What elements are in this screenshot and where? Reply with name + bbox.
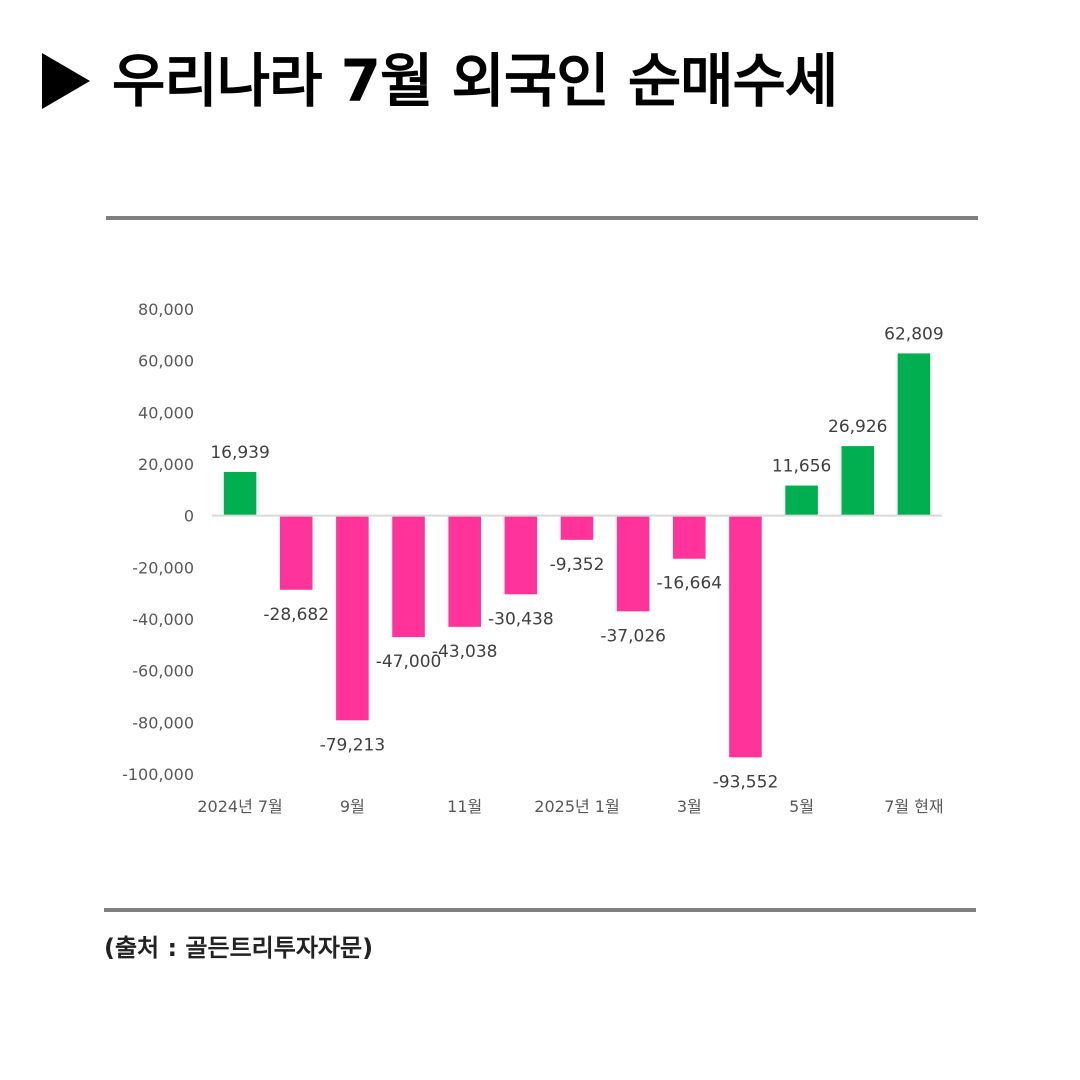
data-label: -9,352 [550,555,605,575]
x-tick-label: 7월 현재 [884,797,943,816]
data-label: -79,213 [320,735,386,755]
x-axis-ticks: 2024년 7월 9월 11월 2025년 1월 3월 5월 7월 현재 [197,797,943,816]
bar-1 [223,471,257,516]
data-label: -16,664 [656,574,722,594]
bar-9 [673,515,706,559]
play-triangle-icon [42,53,90,109]
y-tick-label: -20,000 [132,558,194,577]
bar-11 [785,485,818,516]
data-label: -43,038 [432,642,498,662]
data-label: 26,926 [828,417,887,437]
y-tick-label: -80,000 [132,713,194,732]
bar-6 [504,515,538,595]
y-tick-label: -40,000 [132,610,194,629]
y-tick-label: 60,000 [138,352,194,371]
bar-4 [392,515,425,638]
bar-2 [279,515,313,590]
y-tick-label: -60,000 [132,662,194,681]
bar-13 [897,353,931,516]
data-label: 62,809 [884,324,943,344]
data-label: -30,438 [488,609,554,629]
y-axis-ticks: 80,000 60,000 40,000 20,000 0 -20,000 -40,000 -… [122,300,194,784]
x-tick-label: 3월 [677,797,702,816]
data-label: 11,656 [772,457,831,477]
x-tick-label: 5월 [789,797,814,816]
data-label: -47,000 [376,652,442,672]
x-tick-label: 2025년 1월 [534,797,619,816]
bar-5 [448,515,481,627]
bars [223,353,931,758]
data-labels: 16,939 -28,682 -79,213 -47,000-43,038 -30,43… [210,324,943,792]
bar-8 [616,515,650,612]
y-tick-label: 20,000 [138,455,194,474]
y-tick-label: 0 [184,507,194,526]
y-tick-label: -100,000 [122,765,194,784]
data-label: -37,026 [600,626,666,646]
data-label: -28,682 [263,605,329,625]
x-tick-label: 2024년 7월 [197,797,282,816]
title-row: 우리나라 7월 외국인 순매수세 [42,47,838,115]
data-label: -93,552 [713,772,779,792]
page-title: 우리나라 7월 외국인 순매수세 [112,47,838,115]
bar-3 [336,515,369,721]
y-tick-label: 40,000 [138,403,194,422]
top-divider [106,216,978,220]
data-label: 16,939 [210,443,269,463]
y-tick-label: 80,000 [138,300,194,319]
bar-7 [560,515,594,540]
source-note: (출처 : 골든트리투자자문) [104,934,374,962]
bar-12 [841,446,875,516]
bottom-divider [104,908,976,912]
bar-10 [729,515,762,758]
x-tick-label: 11월 [447,797,482,816]
x-tick-label: 9월 [340,797,365,816]
